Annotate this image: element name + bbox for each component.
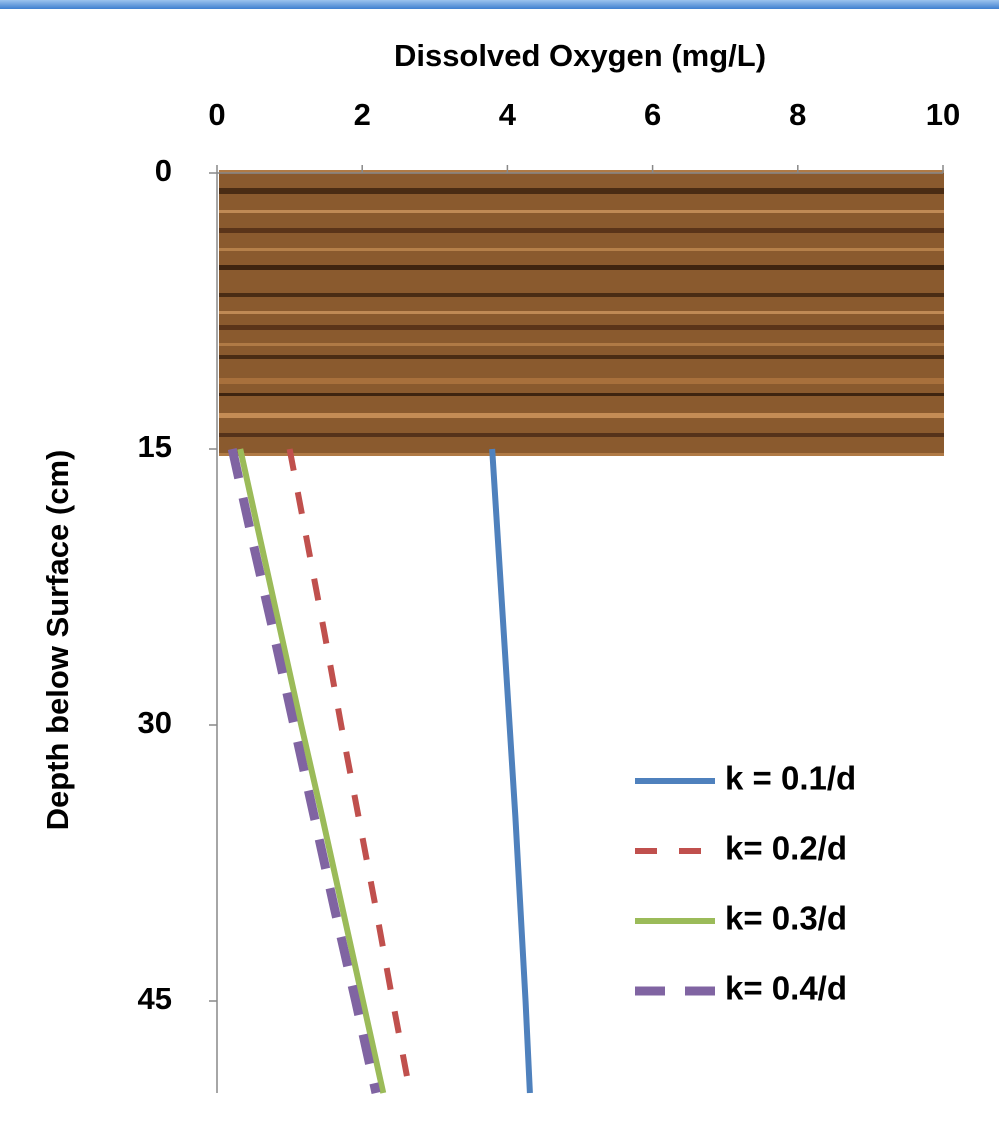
legend-label: k = 0.1/d: [725, 760, 856, 797]
y-tick-label: 0: [155, 153, 172, 188]
window-bar: [0, 0, 999, 9]
chart-title: Dissolved Oxygen (mg/L): [394, 38, 766, 73]
y-tick-label: 45: [138, 981, 172, 1016]
x-tick-label: 2: [354, 97, 371, 132]
x-tick-label: 6: [644, 97, 661, 132]
y-tick-label: 15: [138, 429, 172, 464]
y-axis-label: Depth below Surface (cm): [40, 450, 75, 831]
x-tick-label: 10: [926, 97, 960, 132]
sediment-image: [219, 170, 944, 456]
y-tick-label: 30: [138, 705, 172, 740]
data-line: [286, 448, 414, 1094]
legend-label: k= 0.2/d: [725, 830, 847, 867]
legend-label: k= 0.3/d: [725, 900, 847, 937]
data-line: [237, 448, 387, 1094]
x-tick-label: 0: [208, 97, 225, 132]
data-line: [489, 448, 533, 1094]
x-tick-label: 4: [499, 97, 517, 132]
legend-label: k= 0.4/d: [725, 970, 847, 1007]
x-tick-label: 8: [789, 97, 806, 132]
data-line: [227, 448, 381, 1094]
